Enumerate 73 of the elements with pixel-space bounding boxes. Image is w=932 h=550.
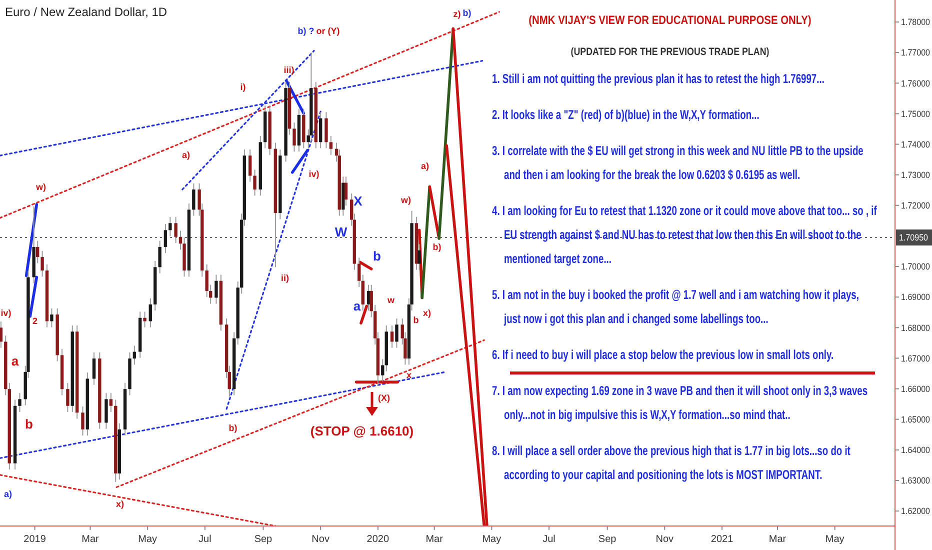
annotation: (STOP @ 1.6610) [310, 424, 414, 439]
annotation: 4. I am looking for Eu to retest that 1.1320 zone or it could move above that too... so , if EU strength against $ and NU has to retest that low then this En will shoot to the mentioned target zone... [492, 204, 878, 266]
annotation: 6. If i need to buy i will place a stop below the previous low in small lots only. [492, 348, 834, 362]
x-tick-label: 2020 [366, 534, 390, 545]
annotation: b) [432, 242, 442, 252]
annotation: X [354, 194, 363, 209]
annotation: a [11, 354, 20, 369]
y-tick-label: 1.70000 [901, 262, 932, 272]
y-tick-label: 1.75000 [901, 108, 932, 119]
y-tick-label: 1.73000 [901, 170, 932, 180]
y-tick-label: 1.64000 [901, 445, 932, 456]
annotation: a) [420, 161, 430, 172]
y-tick-label: 1.63000 [901, 476, 932, 486]
annotation: b [373, 248, 382, 264]
ref-line-label: 1.70950 [899, 232, 932, 243]
y-tick-label: 1.67000 [901, 353, 932, 364]
annotation: 5. I am not in the buy i booked the profit @ 1.7 well and i am watching how it plays, just now i got this plan and i changed some labellings too... [492, 288, 859, 326]
y-tick-label: 1.74000 [901, 139, 932, 150]
annotation: x) [422, 308, 432, 318]
x-tick-label: Nov [312, 534, 330, 545]
x-tick-label: Jul [198, 534, 212, 545]
y-tick-label: 1.72000 [901, 200, 932, 211]
y-tick-label: 1.68000 [901, 322, 932, 333]
annotation: w [386, 295, 396, 306]
x-tick-label: May [138, 534, 158, 545]
annotation: iv) [308, 169, 320, 180]
x-tick-label: 2019 [24, 534, 46, 545]
y-tick-label: 1.78000 [901, 17, 932, 28]
y-tick-label: 1.65000 [901, 414, 932, 424]
x-tick-label: May [482, 534, 502, 545]
x-tick-label: Nov [656, 534, 674, 545]
annotation: b) ? [298, 26, 314, 36]
annotation: iii) [284, 65, 294, 76]
annotation: i) [240, 82, 246, 92]
annotation: 2 [32, 316, 38, 326]
annotation: 7. I am now expecting 1.69 zone in 3 wave PB and then it will shoot only in 3,3 waves only...not in big impulsive this is W,X,Y formation...so mind that.. [492, 384, 868, 422]
annotation: b) [462, 8, 472, 18]
annotation: z) [453, 9, 461, 20]
chart-title: Euro / New Zealand Dollar, 1D [5, 5, 168, 19]
y-tick-label: 1.76000 [901, 78, 932, 88]
annotation: w) [400, 195, 411, 206]
annotation: w) [35, 182, 46, 192]
annotation: 1. Still i am not quitting the previous plan it has to retest the high 1.76997... [492, 72, 824, 86]
annotation: 8. I will place a sell order above the previous high that is 1.77 in big lots...so do it according to your capital and positioning the lots is MOST IMPORTANT. [492, 444, 851, 482]
annotation: W [334, 224, 348, 240]
annotation: b [25, 416, 34, 432]
annotation: a [353, 298, 362, 314]
annotation: 2. It looks like a "Z" (red) of b)(blue) in the W,X,Y formation... [492, 108, 760, 122]
x-tick-label: Sep [254, 534, 273, 545]
annotation: (UPDATED FOR THE PREVIOUS TRADE PLAN) [570, 46, 770, 58]
annotation: iv) [0, 308, 12, 318]
annotation: (X) [378, 393, 390, 404]
annotation: 3. I correlate with the $ EU will get strong in this week and NU little PB to the upside and then i am looking for the break the low 0.6203 $ 0.6195 as well. [492, 144, 864, 182]
annotation: x [406, 370, 412, 380]
annotation: a) [4, 489, 12, 500]
annotation: x) [116, 499, 124, 510]
x-tick-label: Jul [542, 534, 556, 545]
x-tick-label: Mar [426, 534, 444, 545]
y-tick-label: 1.69000 [901, 292, 932, 302]
annotation: b [413, 315, 420, 326]
annotation: or (Y) [316, 26, 340, 36]
y-tick-label: 1.77000 [901, 48, 932, 58]
x-tick-label: Mar [768, 534, 787, 545]
annotation: (NMK VIJAY'S VIEW FOR EDUCATIONAL PURPOSE ONLY) [528, 14, 812, 28]
y-tick-label: 1.66000 [901, 384, 932, 394]
y-tick-label: 1.62000 [901, 506, 932, 516]
annotation: ii) [281, 273, 289, 284]
x-tick-label: Mar [82, 534, 100, 545]
annotation: a) [182, 150, 190, 160]
x-tick-label: 2021 [710, 534, 734, 545]
x-tick-label: Sep [598, 534, 617, 545]
x-tick-label: May [825, 534, 844, 545]
annotation: b) [228, 423, 238, 434]
